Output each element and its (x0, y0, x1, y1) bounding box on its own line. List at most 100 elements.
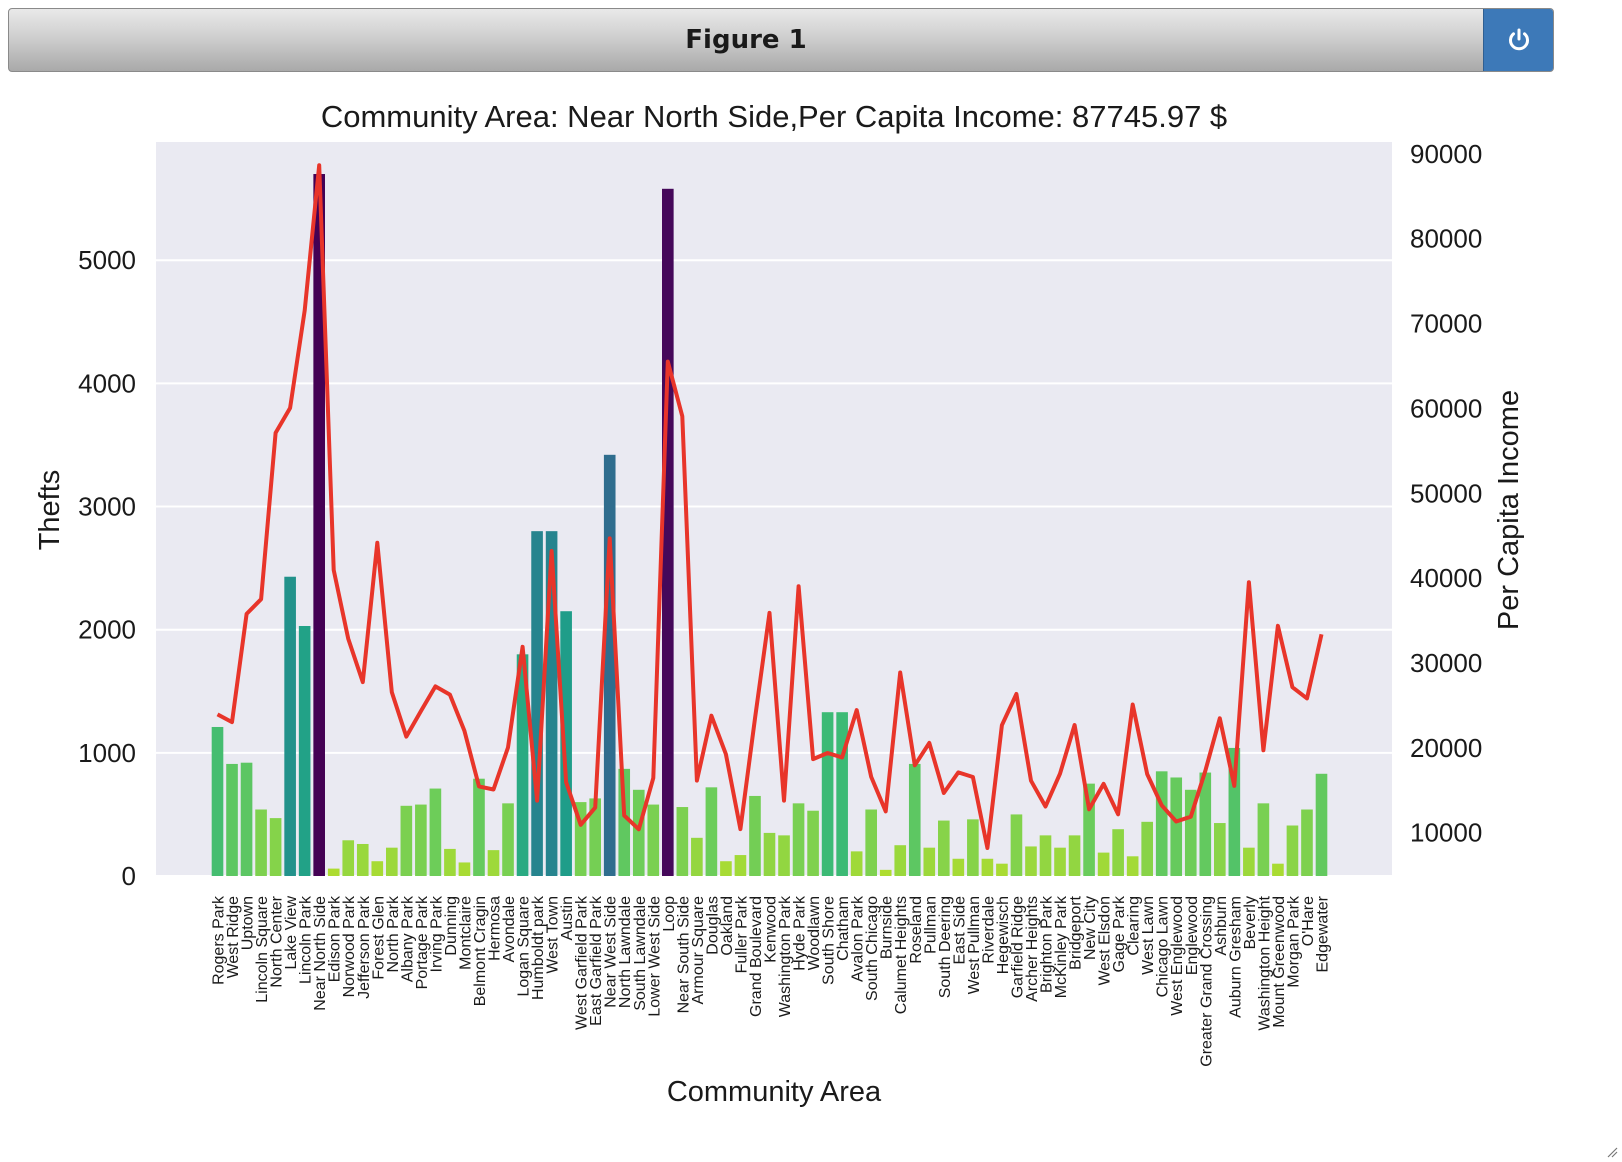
bar (865, 809, 877, 876)
x-tick-label: West Elsdon (1097, 896, 1114, 986)
bar (371, 861, 384, 876)
x-tick-label: Englewood (1184, 896, 1201, 975)
bar (749, 795, 761, 876)
bar (1199, 772, 1212, 876)
bar (1155, 771, 1168, 876)
bar (313, 174, 325, 876)
y2-tick-label: 40000 (1410, 563, 1482, 593)
y2-axis-label: Per Capita Income (1493, 390, 1525, 630)
bar (1272, 863, 1284, 876)
x-tick-label: Fuller Park (733, 895, 750, 973)
bar (1112, 829, 1124, 876)
x-tick-label: Lower West Side (646, 896, 663, 1017)
x-tick-label: Near North Side (312, 896, 329, 1011)
bar (836, 712, 848, 876)
x-tick-label: Montclaire (457, 896, 474, 970)
bar (879, 869, 892, 876)
x-tick-label: Greater Grand Crossing (1198, 896, 1215, 1067)
x-tick-label: Hyde Park (792, 895, 809, 971)
y2-tick-label: 80000 (1410, 224, 1482, 254)
bar (458, 862, 471, 876)
y-tick-label: 0 (122, 861, 136, 891)
x-tick-label: South Chicago (864, 896, 881, 1001)
y2-tick-label: 90000 (1410, 139, 1482, 169)
x-tick-label: McKinley Park (1053, 895, 1070, 998)
x-tick-label: West Town (545, 896, 562, 974)
y-tick-label: 1000 (78, 738, 136, 768)
bar (240, 762, 253, 876)
x-tick-label: Dunning (443, 896, 460, 956)
bar (1025, 846, 1037, 876)
x-tick-label: North Center (269, 895, 286, 987)
y-tick-labels: 0 1000 2000 3000 4000 5000 (78, 245, 136, 891)
x-tick-label: Avondale (501, 896, 518, 963)
per-capita-income-line (216, 163, 1324, 850)
bar (792, 803, 805, 876)
bar (342, 840, 355, 876)
bar (763, 832, 776, 876)
bar (821, 712, 834, 876)
bar (603, 454, 616, 876)
x-tick-label: West Garfield Park (574, 895, 591, 1030)
x-tick-label: Uptown (240, 896, 257, 950)
x-tick-label: South Deering (937, 896, 954, 998)
bar (894, 845, 907, 876)
bar (618, 768, 631, 876)
bar (734, 855, 747, 876)
x-tick-label: Bridgeport (1068, 895, 1085, 969)
bar (1054, 847, 1066, 876)
y-axis-label: Thefts (34, 470, 66, 551)
bar (589, 798, 601, 876)
y-tick-label: 5000 (78, 245, 136, 275)
x-tick-label: Kenwood (763, 896, 780, 963)
bar (996, 863, 1008, 876)
bar (1184, 789, 1197, 876)
bar (1010, 814, 1023, 876)
x-tick-label: Roseland (908, 896, 925, 964)
bar (545, 531, 558, 876)
bar (226, 763, 238, 876)
x-tick-label: Forest Glen (370, 896, 387, 980)
bar (1126, 856, 1139, 876)
bar (356, 843, 369, 876)
bar (923, 847, 936, 876)
x-tick-label: Ashburn (1213, 896, 1230, 956)
bar (632, 789, 645, 876)
x-tick-label: Avalon Park (850, 895, 867, 982)
x-tick-label: Portage Park (414, 895, 431, 989)
y2-tick-label: 70000 (1410, 309, 1482, 339)
bar (400, 805, 413, 876)
bar (676, 807, 689, 876)
x-tick-label: Brighton Park (1039, 895, 1056, 993)
window-title: Figure 1 (685, 25, 807, 55)
x-tick-label: North Park (385, 895, 402, 972)
bar (691, 837, 703, 876)
bar (502, 803, 514, 876)
y-tick-label: 4000 (78, 368, 136, 398)
bar (1286, 825, 1299, 876)
y-tick-label: 3000 (78, 492, 136, 522)
bar (908, 763, 921, 876)
bar (1257, 803, 1270, 876)
bar (1301, 809, 1313, 876)
x-tick-label: Grand Boulevard (748, 896, 765, 1017)
x-tick-label: Edgewater (1315, 895, 1332, 972)
x-tick-label: Rogers Park (211, 895, 228, 985)
y2-tick-label: 20000 (1410, 733, 1482, 763)
x-tick-label: Near South Side (675, 896, 692, 1014)
x-tick-label: Chatham (835, 896, 852, 961)
bar (778, 835, 790, 876)
bar (473, 778, 485, 876)
power-button[interactable] (1483, 9, 1553, 71)
x-tick-label: Douglas (704, 896, 721, 955)
x-tick-label: Calumet Heights (893, 896, 910, 1014)
y2-tick-label: 60000 (1410, 393, 1482, 423)
resize-grip-icon[interactable] (1604, 1144, 1618, 1158)
x-tick-label: Oakland (719, 896, 736, 956)
x-tick-label: O'Hare (1300, 896, 1317, 946)
x-tick-label: West Pullman (966, 896, 983, 994)
bar (1228, 747, 1241, 876)
bar (386, 847, 398, 876)
bars (211, 174, 1328, 877)
